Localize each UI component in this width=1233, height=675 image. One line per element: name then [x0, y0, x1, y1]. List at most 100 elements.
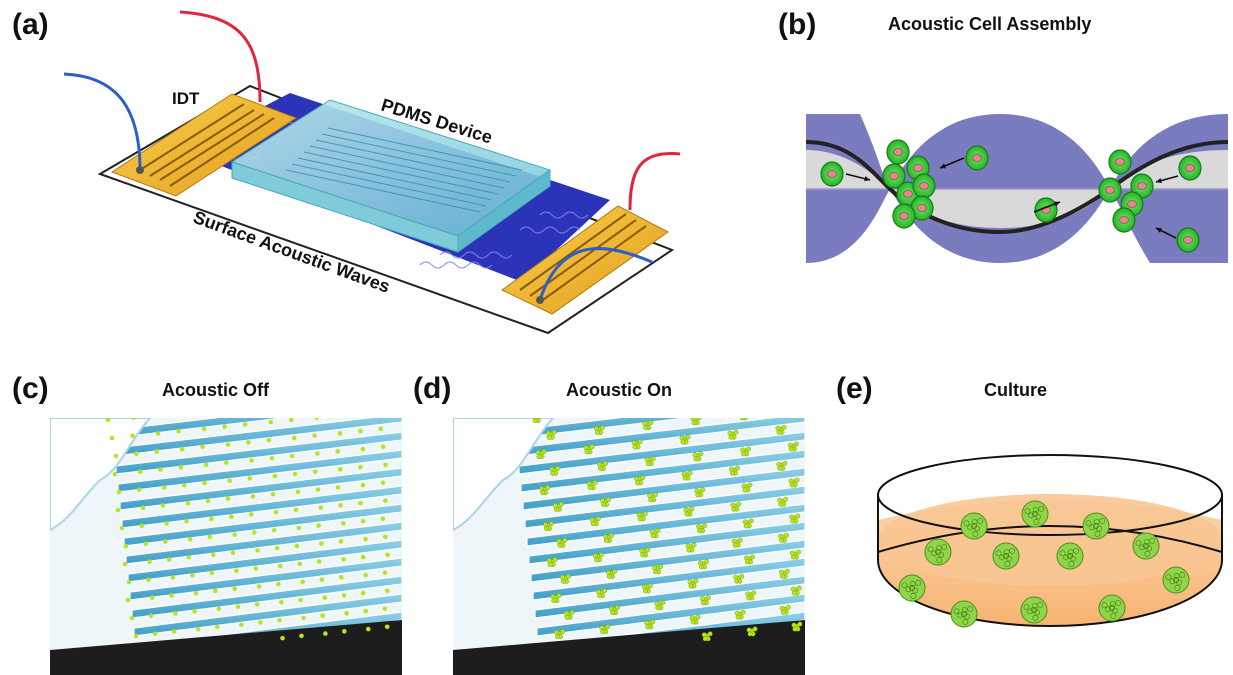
- cell-dot: [298, 597, 303, 603]
- channel-rib: [125, 521, 402, 565]
- cell-dot: [338, 503, 343, 508]
- cell-dot: [139, 523, 145, 529]
- cell-dot: [288, 418, 294, 423]
- dish-bottom-edge: [877, 559, 1223, 627]
- cell-dot: [239, 622, 244, 627]
- cell: [912, 173, 936, 199]
- cell-dot: [234, 568, 239, 573]
- cell-nucleus: [1183, 236, 1193, 244]
- spheroid-cell: [967, 605, 974, 612]
- cell-dot: [296, 525, 302, 531]
- spheroid: [1132, 532, 1160, 560]
- spheroid-cell: [1149, 537, 1156, 544]
- cell-dot: [569, 609, 575, 615]
- cell-cluster: [730, 501, 742, 512]
- spheroid-cell: [1115, 599, 1122, 606]
- cell-dot: [704, 559, 709, 565]
- cell-dot: [681, 471, 687, 477]
- spheroid-cell: [962, 618, 969, 625]
- cell-dot: [727, 430, 733, 436]
- cell-cluster: [639, 547, 651, 558]
- cell-dot: [780, 609, 786, 615]
- cell-dot: [637, 439, 643, 445]
- cell-cluster: [788, 477, 800, 488]
- cell-dot: [794, 477, 800, 483]
- cell-dot: [699, 596, 705, 602]
- cell-dot: [655, 605, 661, 611]
- cell-cluster: [644, 619, 656, 630]
- cell-dot: [789, 514, 795, 520]
- spheroid-cell: [927, 546, 934, 553]
- cell-dot: [555, 465, 561, 471]
- cell-dot: [265, 402, 270, 407]
- cell-dot: [163, 539, 168, 544]
- cell-dot: [385, 588, 390, 594]
- spheroid-cell: [1085, 520, 1092, 527]
- cell-dot: [730, 502, 736, 508]
- cell-dot: [556, 538, 562, 544]
- panel-b-diagram: [806, 114, 1228, 263]
- channel-rib: [532, 557, 805, 601]
- cell-cluster: [560, 573, 571, 584]
- cell-dot: [645, 624, 651, 630]
- cell-dot: [202, 480, 207, 486]
- spheroid-cell: [931, 550, 938, 557]
- cell-cluster: [778, 532, 790, 543]
- cell-dot: [653, 492, 659, 498]
- cell-dot: [382, 606, 388, 612]
- cell-cluster: [733, 573, 745, 584]
- spheroid-cell: [1023, 604, 1030, 611]
- cell-dot: [274, 545, 280, 551]
- cell-dot: [733, 574, 739, 580]
- cell-dot: [335, 413, 340, 418]
- channel-rib: [536, 593, 805, 637]
- cell-dot: [595, 430, 600, 435]
- cell-dot: [532, 418, 538, 424]
- cell-dot: [557, 542, 563, 548]
- spheroid-body: [898, 574, 926, 602]
- cell-dot: [178, 411, 183, 416]
- spheroid-body: [1132, 532, 1160, 560]
- spheroid-cell: [953, 608, 960, 615]
- cell-dot: [536, 454, 542, 460]
- cell-cluster: [550, 593, 562, 604]
- cell-dot: [741, 451, 747, 457]
- cell-dot: [605, 624, 611, 630]
- cell-cluster: [629, 404, 639, 413]
- cell-cluster: [596, 588, 608, 599]
- cell-cluster: [606, 569, 617, 579]
- cell-dot: [539, 486, 545, 492]
- cell-dot: [791, 590, 797, 596]
- panel-e-letter: (e): [836, 372, 873, 405]
- cell-dot: [793, 406, 797, 410]
- cell-dot: [632, 406, 636, 410]
- cell-dot: [732, 542, 738, 548]
- cell-nucleus: [903, 190, 913, 198]
- cell-cluster: [654, 600, 666, 611]
- cell-dot: [693, 456, 699, 462]
- cell-dot: [190, 572, 195, 578]
- cell-dot: [360, 518, 366, 524]
- cell-dot: [380, 516, 386, 522]
- panel-c-cells: [105, 402, 390, 641]
- channel-rib: [518, 431, 805, 475]
- spheroid-cell: [1037, 601, 1044, 608]
- cell-dot: [691, 420, 697, 426]
- cell-dot: [266, 437, 272, 443]
- cell-dot: [383, 498, 388, 504]
- cell-dot: [146, 577, 151, 583]
- cell-dot: [589, 517, 595, 523]
- cell-dot: [693, 578, 699, 584]
- cell-dot: [645, 461, 651, 467]
- cell-cluster: [603, 533, 614, 543]
- cell-dot: [203, 462, 209, 468]
- cell-cluster: [731, 537, 743, 548]
- cell-dot: [606, 570, 611, 575]
- cell-dot: [335, 449, 340, 454]
- cell-dot: [195, 626, 201, 632]
- channel-rib: [133, 593, 402, 637]
- spheroid-cell: [963, 520, 970, 527]
- cell-dot: [258, 620, 263, 625]
- cell-dot: [640, 552, 646, 558]
- cell-dot: [297, 561, 303, 567]
